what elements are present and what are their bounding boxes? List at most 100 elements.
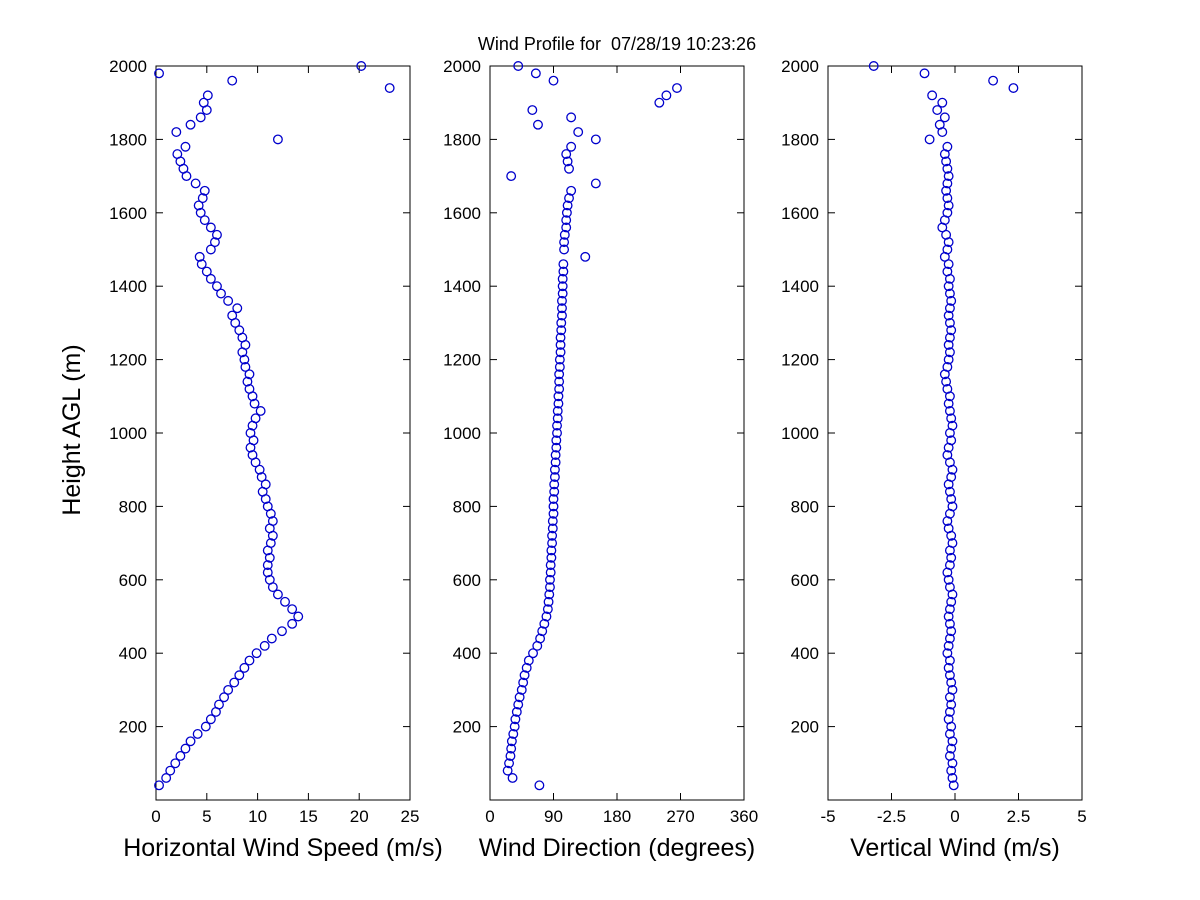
- data-point-marker: [165, 765, 176, 776]
- data-point-marker: [508, 728, 519, 739]
- data-point-marker: [505, 751, 516, 761]
- data-point-marker: [946, 295, 957, 306]
- x-tick-label: -5: [820, 807, 835, 826]
- data-point-marker: [562, 156, 573, 167]
- data-point-marker: [548, 494, 559, 505]
- data-point-marker: [552, 420, 562, 431]
- data-point-marker: [553, 398, 564, 409]
- data-point-marker: [287, 604, 298, 615]
- data-point-marker: [549, 486, 560, 497]
- data-point-marker: [201, 266, 212, 277]
- data-point-marker: [264, 552, 275, 563]
- data-point-marker: [244, 384, 255, 394]
- data-point-marker: [260, 479, 271, 490]
- data-point-marker: [513, 699, 524, 710]
- data-point-marker: [547, 523, 558, 534]
- y-tick-label: 1200: [109, 351, 147, 370]
- data-point-marker: [944, 332, 955, 343]
- data-point-marker: [942, 178, 953, 189]
- data-point-marker: [566, 141, 577, 152]
- x-tick-label: 5: [202, 807, 211, 826]
- data-point-marker: [946, 472, 957, 482]
- data-point-marker: [247, 450, 258, 460]
- data-point-marker: [943, 611, 954, 622]
- y-tick-label: 1600: [443, 204, 481, 223]
- data-point-marker: [550, 450, 561, 460]
- data-point-marker: [266, 633, 277, 644]
- data-point-marker: [250, 413, 261, 424]
- y-tick-label: 1800: [109, 130, 147, 149]
- data-point-marker: [356, 61, 367, 71]
- data-point-marker: [946, 677, 957, 688]
- data-point-marker: [944, 706, 955, 717]
- data-point-marker: [561, 215, 572, 226]
- data-point-marker: [216, 288, 226, 299]
- data-point-marker: [527, 105, 538, 115]
- x-tick-label: 0: [950, 807, 959, 826]
- y-tick-label: 1800: [443, 130, 481, 149]
- data-point-marker: [919, 68, 930, 79]
- data-point-marker: [561, 149, 572, 160]
- data-point-marker: [259, 640, 270, 651]
- data-point-marker: [868, 61, 879, 71]
- y-tick-label: 800: [119, 497, 147, 516]
- data-point-marker: [944, 560, 955, 571]
- y-tick-label: 2000: [443, 57, 481, 76]
- data-point-marker: [943, 200, 954, 211]
- data-point-marker: [185, 119, 196, 130]
- data-point-marker: [943, 662, 954, 673]
- data-point-marker: [927, 90, 938, 101]
- y-tick-label: 1400: [109, 277, 147, 296]
- axes-box: [155, 65, 411, 801]
- data-point-marker: [934, 119, 945, 130]
- data-point-marker: [562, 200, 573, 211]
- data-point-marker: [249, 398, 260, 409]
- data-point-marker: [559, 229, 570, 240]
- data-point-marker: [550, 457, 561, 468]
- x-axis-label-vertical-wind: Vertical Wind (m/s): [850, 834, 1060, 862]
- data-point-marker: [942, 163, 953, 174]
- data-point-marker: [943, 574, 954, 585]
- y-tick-label: 600: [791, 571, 819, 590]
- y-tick-label: 1200: [443, 351, 481, 370]
- data-point-marker: [272, 134, 283, 145]
- data-point-marker: [537, 626, 548, 637]
- data-point-marker: [551, 442, 562, 453]
- data-point-marker: [557, 281, 568, 292]
- x-tick-label: 270: [666, 807, 694, 826]
- data-point-marker: [559, 244, 570, 255]
- data-point-marker: [205, 714, 216, 725]
- horizontal-wind-speed-panel: 0 5 10 15 20 25 200 400 600 800 1000 1200 1400 1600 18…: [109, 57, 419, 826]
- data-point-marker: [185, 736, 196, 747]
- data-point-marker: [932, 105, 943, 115]
- data-point-marker: [557, 295, 567, 306]
- data-point-marker: [924, 134, 935, 145]
- data-point-marker: [557, 288, 568, 299]
- data-point-marker: [942, 648, 953, 659]
- data-point-marker: [988, 75, 999, 86]
- data-point-marker: [947, 501, 958, 512]
- data-point-marker: [942, 450, 953, 460]
- data-point-marker: [556, 325, 567, 336]
- data-point-marker: [265, 538, 276, 549]
- data-point-marker: [514, 692, 525, 703]
- x-tick-label: 2.5: [1007, 807, 1031, 826]
- data-point-marker: [944, 347, 955, 358]
- data-point-marker: [944, 728, 955, 739]
- data-point-marker: [227, 75, 238, 86]
- data-point-marker: [244, 655, 255, 666]
- data-point-marker: [202, 90, 213, 101]
- data-point-marker: [209, 237, 220, 248]
- data-point-marker: [557, 310, 567, 321]
- data-point-marker: [942, 384, 953, 394]
- data-point-marker: [552, 406, 563, 416]
- data-point-marker: [942, 141, 953, 152]
- data-point-marker: [553, 391, 564, 402]
- data-point-marker: [232, 303, 243, 314]
- data-point-marker: [943, 354, 954, 365]
- data-point-marker: [548, 501, 559, 512]
- data-point-marker: [180, 141, 191, 152]
- y-tick-label: 400: [791, 644, 819, 663]
